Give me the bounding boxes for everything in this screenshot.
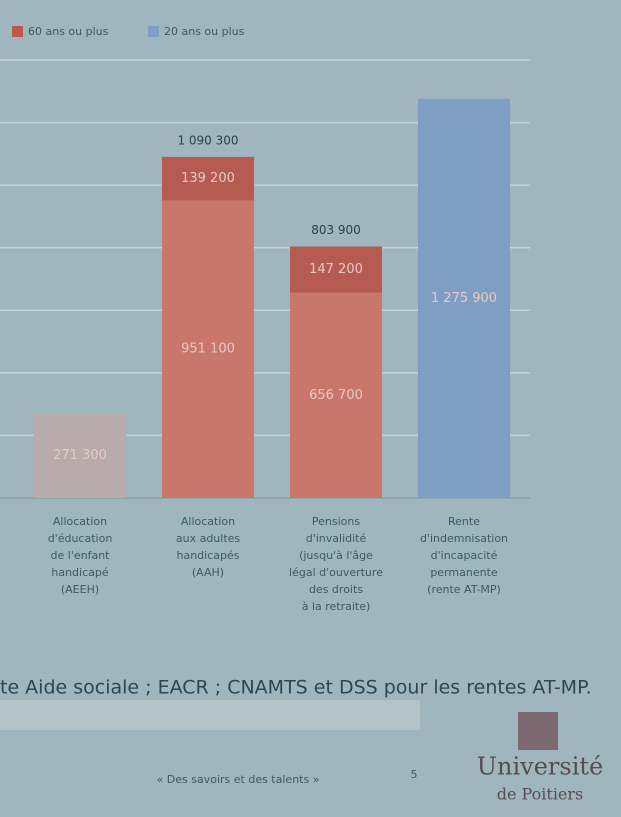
footer-band xyxy=(0,700,420,730)
segment-label: 271 300 xyxy=(53,448,107,463)
x-tick-label: de l'enfant xyxy=(51,549,111,562)
slogan: « Des savoirs et des talents » xyxy=(157,773,320,786)
x-tick-label: d'indemnisation xyxy=(420,532,508,545)
x-tick-label: Allocation xyxy=(181,515,235,528)
logo-emblem xyxy=(518,712,558,750)
source-note: te Aide sociale ; EACR ; CNAMTS et DSS p… xyxy=(0,677,592,699)
segment-label: 656 700 xyxy=(309,388,363,403)
x-tick-label: (AAH) xyxy=(192,566,224,579)
x-tick-label: légal d'ouverture xyxy=(289,566,383,579)
x-tick-label: (jusqu'à l'âge xyxy=(299,549,373,562)
segment-label: 139 200 xyxy=(181,171,235,186)
x-tick-label: permanente xyxy=(430,566,498,579)
x-tick-label: Allocation xyxy=(53,515,107,528)
x-tick-label: Rente xyxy=(448,515,480,528)
legend-swatch xyxy=(148,26,159,37)
x-tick-label: aux adultes xyxy=(176,532,241,545)
x-tick-label: handicapés xyxy=(177,549,240,562)
x-tick-label: d'incapacité xyxy=(431,549,498,562)
x-tick-label: (AEEH) xyxy=(61,583,99,596)
x-tick-label: handicapé xyxy=(51,566,108,579)
slide: 60 ans ou plus 20 ans ou plus 271 300 Alloc… xyxy=(0,0,621,817)
logo-line: de Poitiers xyxy=(497,785,584,804)
x-tick-label: (rente AT-MP) xyxy=(427,583,501,596)
segment-label: 1 275 900 xyxy=(431,291,497,306)
logo-line: Université xyxy=(477,753,603,781)
total-label: 803 900 xyxy=(311,223,361,237)
legend-label: 60 ans ou plus xyxy=(28,25,109,38)
page-number: 5 xyxy=(411,768,418,781)
x-tick-label: d'invalidité xyxy=(306,532,367,545)
x-tick-label: à la retraite) xyxy=(302,600,371,613)
segment-label: 951 100 xyxy=(181,342,235,357)
x-tick-label: Pensions xyxy=(312,515,360,528)
legend-swatch xyxy=(12,26,23,37)
legend-label: 20 ans ou plus xyxy=(164,25,245,38)
total-label: 1 090 300 xyxy=(177,133,238,147)
x-tick-label: d'éducation xyxy=(48,532,113,545)
x-tick-label: des droits xyxy=(309,583,363,596)
segment-label: 147 200 xyxy=(309,262,363,277)
page: 60 ans ou plus 20 ans ou plus 271 300 Alloc… xyxy=(0,0,621,817)
